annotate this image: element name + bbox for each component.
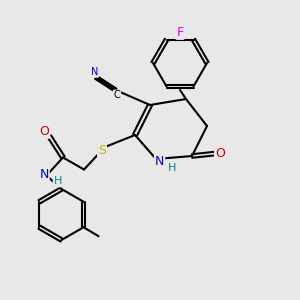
Text: O: O	[215, 147, 225, 160]
Text: H: H	[168, 163, 177, 173]
Text: N: N	[155, 155, 164, 168]
Text: N: N	[91, 67, 98, 77]
Text: N: N	[39, 168, 49, 182]
Text: C: C	[114, 90, 120, 100]
Text: O: O	[39, 125, 49, 138]
Text: S: S	[98, 144, 106, 157]
Text: F: F	[176, 26, 184, 39]
Text: H: H	[54, 176, 62, 187]
